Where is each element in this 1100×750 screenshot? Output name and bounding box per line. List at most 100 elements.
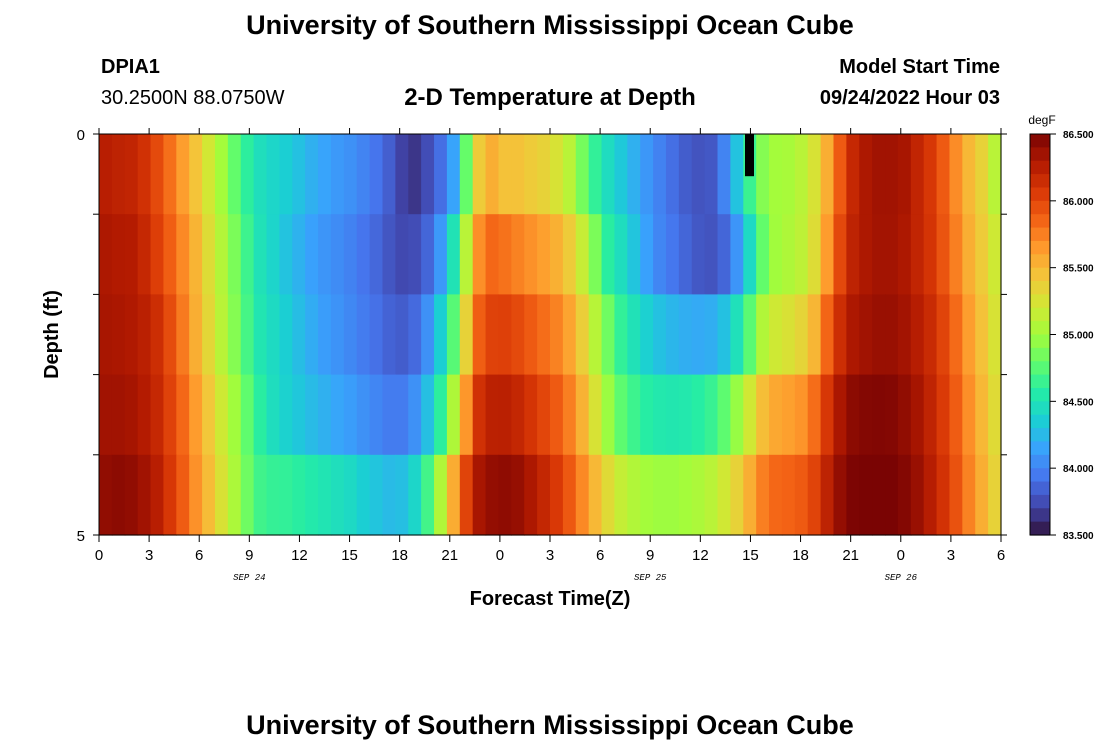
heatmap-cell — [794, 294, 809, 376]
heatmap-cell — [704, 294, 719, 376]
heatmap-cell — [665, 214, 680, 295]
heatmap-cell — [691, 454, 706, 536]
heatmap-cell — [214, 454, 229, 536]
heatmap-cell — [730, 454, 744, 536]
heatmap-cell — [343, 454, 358, 536]
heatmap-cell — [627, 454, 641, 536]
heatmap-cell — [550, 294, 564, 376]
heatmap-cell — [575, 454, 590, 536]
heatmap-cell — [485, 134, 500, 215]
colorbar-segment — [1030, 240, 1050, 255]
heatmap-cell — [498, 454, 512, 536]
heatmap-cell — [975, 454, 989, 536]
colorbar-segment — [1030, 481, 1050, 496]
heatmap-cell — [756, 134, 770, 215]
heatmap-cell — [769, 374, 783, 456]
colorbar-segment — [1030, 134, 1050, 148]
heatmap-cell — [395, 134, 409, 215]
heatmap-cell — [936, 294, 951, 376]
heatmap-cell — [807, 454, 822, 536]
footer-title: University of Southern Mississippi Ocean… — [246, 710, 854, 740]
heatmap-cell — [820, 374, 835, 456]
colorbar-segment — [1030, 254, 1050, 269]
heatmap-cell — [266, 374, 280, 456]
heatmap-cell — [189, 134, 203, 215]
heatmap-cell — [253, 374, 268, 456]
heatmap-cell — [769, 294, 783, 376]
heatmap-cell — [885, 214, 899, 295]
heatmap-cell — [872, 134, 886, 215]
colorbar-segment — [1030, 401, 1050, 416]
y-axis-label: Depth (ft) — [41, 290, 63, 379]
heatmap-cell — [897, 134, 912, 215]
colorbar-segment — [1030, 321, 1050, 336]
heatmap-cell — [150, 454, 165, 536]
heatmap-cell — [498, 134, 512, 215]
heatmap-cell — [511, 214, 525, 295]
heatmap-cell — [846, 134, 860, 215]
heatmap-cell — [111, 294, 126, 376]
heatmap-cell — [150, 374, 165, 456]
heatmap-cell — [717, 214, 731, 295]
heatmap-cell — [550, 134, 564, 215]
x-tick-label: 6 — [596, 547, 604, 564]
heatmap-cell — [691, 134, 706, 215]
x-tick-label: 3 — [145, 547, 153, 564]
heatmap-cell — [408, 454, 422, 536]
heatmap-cell — [872, 214, 886, 295]
heatmap-cell — [472, 134, 487, 215]
heatmap-cell — [395, 294, 409, 376]
heatmap-cell — [408, 374, 422, 456]
heatmap-cell — [859, 294, 873, 376]
heatmap-cell — [137, 134, 152, 215]
heatmap-cell — [769, 134, 783, 215]
heatmap-cell — [150, 294, 165, 376]
heatmap-cell — [356, 294, 371, 376]
heatmap-cell — [266, 214, 280, 295]
heatmap-cell — [730, 214, 744, 295]
heatmap-cell — [318, 374, 332, 456]
heatmap-cell — [743, 374, 757, 456]
heatmap-cell — [923, 374, 938, 456]
heatmap-cell — [292, 134, 306, 215]
heatmap-cell — [949, 294, 963, 376]
x-tick-label: 6 — [997, 547, 1005, 564]
heatmap-cell — [678, 454, 693, 536]
heatmap-cell — [176, 134, 190, 215]
heatmap-cell — [227, 374, 242, 456]
heatmap-cell — [150, 134, 165, 215]
heatmap-cell — [794, 374, 809, 456]
heatmap-cell — [382, 454, 396, 536]
heatmap-cell — [318, 214, 332, 295]
heatmap-cell — [408, 214, 422, 295]
heatmap-cell — [601, 294, 616, 376]
heatmap-cell — [240, 214, 255, 295]
heatmap-cell — [640, 294, 654, 376]
heatmap-cell — [781, 214, 796, 295]
missing-data-cell — [745, 134, 754, 177]
heatmap-cell — [614, 134, 628, 215]
heatmap-cell — [885, 134, 899, 215]
heatmap-cell — [627, 374, 641, 456]
heatmap-cell — [962, 134, 976, 215]
heatmap-cell — [356, 214, 371, 295]
heatmap-cell — [562, 454, 577, 536]
heatmap-cell — [446, 134, 461, 215]
heatmap-cell — [962, 374, 976, 456]
heatmap-cell — [202, 134, 216, 215]
heatmap-cell — [885, 454, 899, 536]
heatmap-cell — [872, 294, 886, 376]
heatmap-cell — [111, 374, 126, 456]
heatmap-cell — [846, 454, 860, 536]
colorbar-segment — [1030, 441, 1050, 456]
colorbar-segment — [1030, 187, 1050, 202]
heatmap-cell — [704, 454, 719, 536]
heatmap-cell — [240, 374, 255, 456]
heatmap-cell — [395, 214, 409, 295]
heatmap-cell — [524, 454, 538, 536]
colorbar-segment — [1030, 361, 1050, 376]
heatmap-cell — [214, 294, 229, 376]
heatmap-cell — [550, 374, 564, 456]
heatmap-cell — [537, 374, 551, 456]
heatmap-cell — [794, 134, 809, 215]
